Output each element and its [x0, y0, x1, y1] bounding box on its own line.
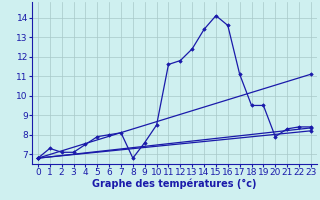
X-axis label: Graphe des températures (°c): Graphe des températures (°c) — [92, 179, 257, 189]
